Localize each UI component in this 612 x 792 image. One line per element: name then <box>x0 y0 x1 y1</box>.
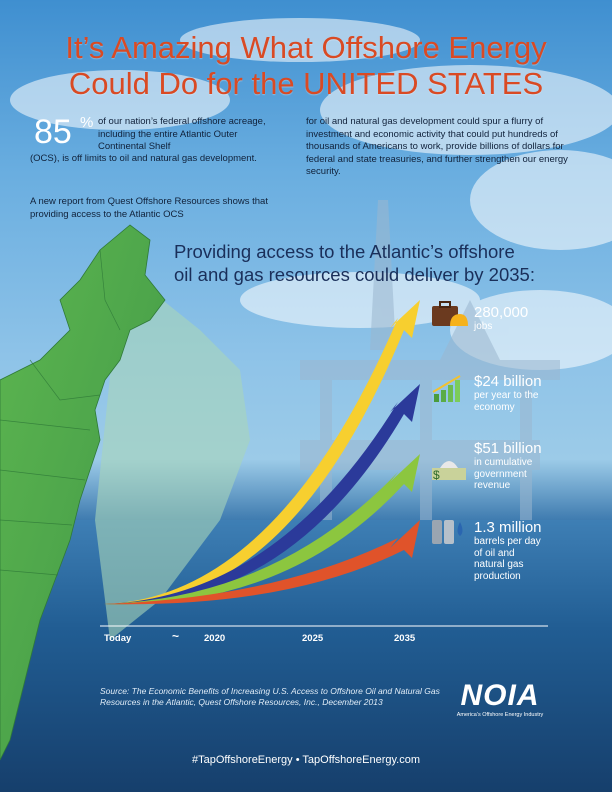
timeline-break-mark: ~ <box>172 629 180 643</box>
source-citation: Source: The Economic Benefits of Increas… <box>100 686 440 707</box>
arrow-economy <box>104 384 420 605</box>
atlantic-ocs-zone <box>95 290 250 640</box>
intro-text-1: of our nation’s federal offshore acreage… <box>98 116 266 152</box>
page-title-line2: Could Do for the UNITED STATES <box>68 66 544 101</box>
timeline-tick-2035: 2035 <box>394 633 416 644</box>
state-borders <box>0 249 121 576</box>
metric-revenue: $51 billion in cumulative government rev… <box>474 440 594 492</box>
capitol-money-icon: $ <box>432 461 466 482</box>
section-heading-line1: Providing access to the Atlantic’s offsh… <box>174 241 515 262</box>
arrow-revenue <box>104 454 420 605</box>
timeline-tick-2020: 2020 <box>204 633 226 644</box>
logo-tagline: America’s Offshore Energy Industry <box>456 712 544 718</box>
arrow-production <box>104 520 420 605</box>
metric-value: $51 billion <box>474 440 542 457</box>
logo-mark: NOIA <box>460 679 540 712</box>
section-heading-line2: oil and gas resources could deliver by 2… <box>174 264 535 285</box>
timeline-tick-2025: 2025 <box>302 633 324 644</box>
metric-desc: barrels per day of oil and natural gas p… <box>474 536 541 582</box>
arrow-jobs <box>104 300 420 605</box>
svg-text:$: $ <box>433 468 440 482</box>
metric-desc: jobs <box>474 321 493 332</box>
section-heading: Providing access to the Atlantic’s offsh… <box>174 240 574 286</box>
stat-value: 85 <box>34 113 72 151</box>
metric-jobs: 280,000 jobs <box>474 304 594 333</box>
intro-text-2: A new report from Quest Offshore Resourc… <box>30 196 268 220</box>
briefcase-hardhat-icon <box>432 301 468 326</box>
metric-desc: in cumulative government revenue <box>474 457 533 491</box>
noia-logo: NOIA America’s Offshore Energy Industry <box>452 680 548 719</box>
metric-value: 280,000 <box>474 304 529 321</box>
oil-barrels-icon <box>432 520 463 544</box>
timeline-start-label: Today <box>104 633 132 644</box>
footer-links[interactable]: #TapOffshoreEnergy • TapOffshoreEnergy.c… <box>191 754 421 766</box>
east-coast-map <box>0 224 166 761</box>
intro-text-3: for oil and natural gas development coul… <box>306 116 568 177</box>
metric-economy: $24 billion per year to the economy <box>474 373 594 413</box>
metric-value: 1.3 million <box>474 519 542 536</box>
stat-unit: % <box>80 114 94 131</box>
page-title-line1: It’s Amazing What Offshore Energy <box>65 30 547 65</box>
metric-desc: per year to the economy <box>474 390 539 413</box>
metric-production: 1.3 million barrels per day of oil and n… <box>474 519 594 582</box>
growth-chart-icon <box>432 375 461 402</box>
metric-value: $24 billion <box>474 373 542 390</box>
intro-text-1b: (OCS), is off limits to oil and natural … <box>30 153 257 164</box>
